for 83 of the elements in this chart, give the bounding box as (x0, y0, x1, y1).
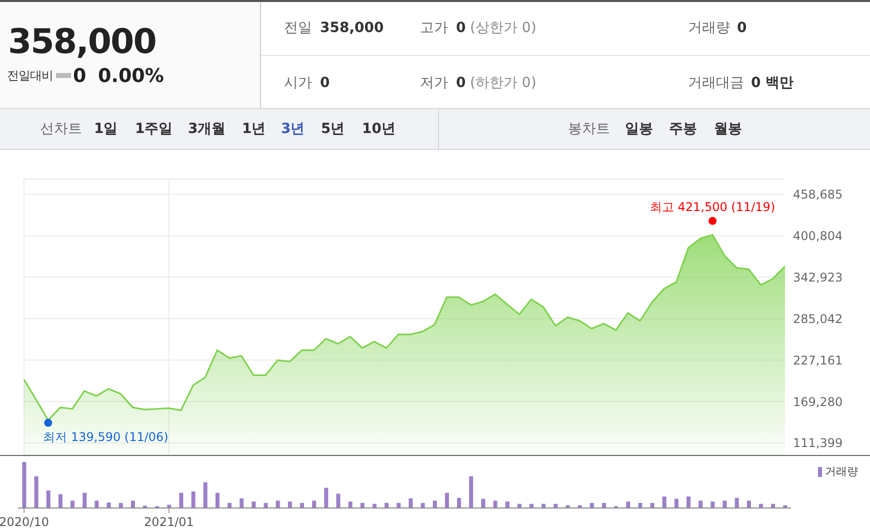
text: 1주일 (135, 120, 173, 138)
text: 전일 (284, 19, 312, 37)
bar (34, 476, 38, 508)
x-tick-label: 2021/01 (144, 515, 194, 529)
bar (94, 500, 99, 508)
bar (22, 462, 26, 508)
bar (783, 505, 788, 508)
text: 고가 (420, 19, 448, 37)
bar (179, 492, 184, 508)
bar (215, 492, 220, 508)
text: 0 (456, 75, 466, 91)
bar (469, 476, 474, 508)
text: 월봉 (714, 120, 742, 138)
bar (58, 494, 62, 508)
y-tick-label: 285,042 (793, 312, 843, 326)
text: 0 (73, 65, 86, 87)
bar (203, 482, 208, 508)
bar (82, 492, 87, 508)
y-tick-label: 342,923 (793, 270, 843, 284)
bar (252, 502, 256, 508)
text: 선차트 (40, 120, 82, 138)
y-tick-label: 227,161 (793, 353, 843, 368)
text: 1일 (94, 120, 118, 138)
bar (312, 500, 316, 508)
text: 1년 (242, 120, 266, 138)
bar (288, 502, 292, 508)
bar (662, 496, 666, 508)
x-tick-label: 2020/10 (0, 515, 49, 529)
text: 10년 (362, 120, 396, 138)
y-tick-label: 169,280 (793, 394, 843, 409)
bar (457, 498, 462, 508)
text: 3개월 (188, 120, 226, 138)
text: 봉차트 (568, 120, 610, 138)
text: 358,000 (320, 20, 384, 36)
text: 시가 (284, 74, 312, 92)
bar (46, 490, 50, 508)
text: 0.00% (98, 65, 164, 87)
text: 0 (737, 20, 747, 36)
bar (240, 498, 244, 508)
text: 0 (456, 20, 466, 36)
annotation: 최고 421,500 (11/19) (650, 200, 776, 214)
text: 주봉 (669, 120, 697, 138)
bar (566, 505, 570, 508)
y-tick-label: 400,804 (793, 228, 843, 243)
bar (505, 502, 510, 508)
bar (722, 500, 727, 508)
text: 3년 (281, 120, 305, 138)
legend-label: 거래량 (825, 464, 858, 479)
bar (674, 498, 678, 508)
text: (상한가 0) (470, 19, 536, 37)
bar (686, 496, 691, 508)
bar (698, 500, 703, 508)
bar (348, 502, 352, 508)
annotation: 최저 139,590 (11/06) (43, 430, 168, 444)
y-tick-label: 111,399 (793, 436, 843, 450)
bar (626, 502, 630, 508)
bar (130, 500, 135, 508)
bar (734, 498, 739, 508)
bar (191, 491, 196, 508)
bar (444, 492, 449, 508)
text: 거래량 (688, 19, 730, 37)
bar (481, 498, 486, 508)
bar (324, 488, 328, 508)
text: 일봉 (625, 120, 653, 138)
bar (746, 500, 751, 508)
bar (276, 500, 280, 508)
bar (578, 505, 582, 508)
bar (408, 498, 413, 508)
bar (493, 500, 498, 508)
text: 358,000 (8, 22, 156, 62)
text: 0 (320, 75, 330, 91)
text: 거래대금 (688, 74, 744, 92)
y-tick-label: 458,685 (793, 188, 843, 202)
bar (106, 502, 111, 508)
bar (336, 494, 340, 508)
text: (하한가 0) (470, 74, 536, 92)
text: 저가 (420, 74, 448, 92)
text: 5년 (321, 120, 345, 138)
bar (70, 500, 75, 508)
text: 0 백만 (751, 74, 794, 92)
text: 전일대비 (7, 68, 53, 84)
bar (710, 502, 715, 508)
bar (432, 500, 437, 508)
